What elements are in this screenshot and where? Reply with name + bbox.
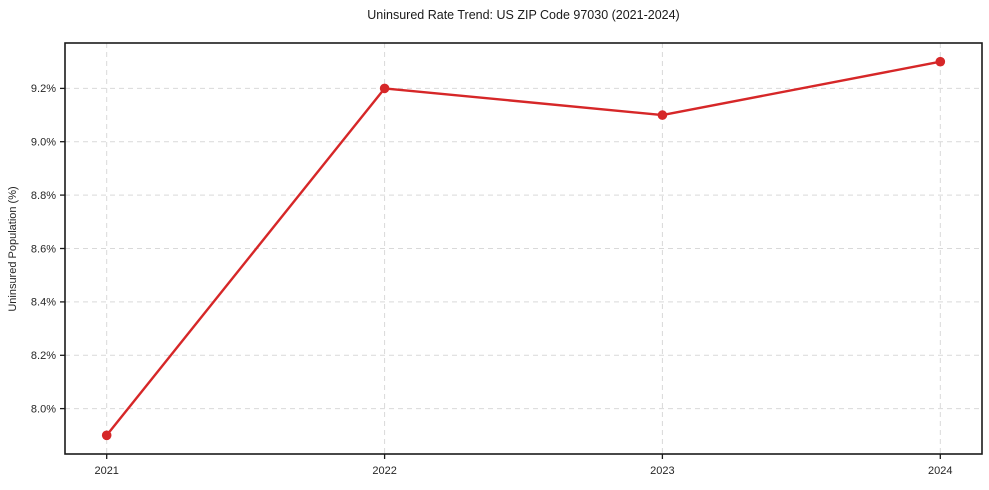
y-tick-label: 9.0%	[31, 137, 56, 149]
y-tick-label: 8.6%	[31, 243, 56, 255]
y-tick-label: 8.2%	[31, 350, 56, 362]
x-tick-label: 2024	[928, 465, 952, 477]
x-tick-label: 2023	[650, 465, 674, 477]
trend-line	[105, 60, 942, 437]
data-point-2022	[379, 83, 390, 94]
x-tick-label: 2021	[94, 465, 118, 477]
y-tick-label: 8.0%	[31, 403, 56, 415]
data-point-2024	[935, 56, 946, 67]
data-point-2021	[101, 430, 112, 441]
y-tick-label: 9.2%	[31, 83, 56, 95]
y-tick-label: 8.8%	[31, 190, 56, 202]
x-tick-label: 2022	[372, 465, 396, 477]
y-tick-label: 8.4%	[31, 297, 56, 309]
data-point-2023	[657, 110, 668, 120]
chart-title: Uninsured Rate Trend: US ZIP Code 97030 …	[367, 8, 680, 22]
